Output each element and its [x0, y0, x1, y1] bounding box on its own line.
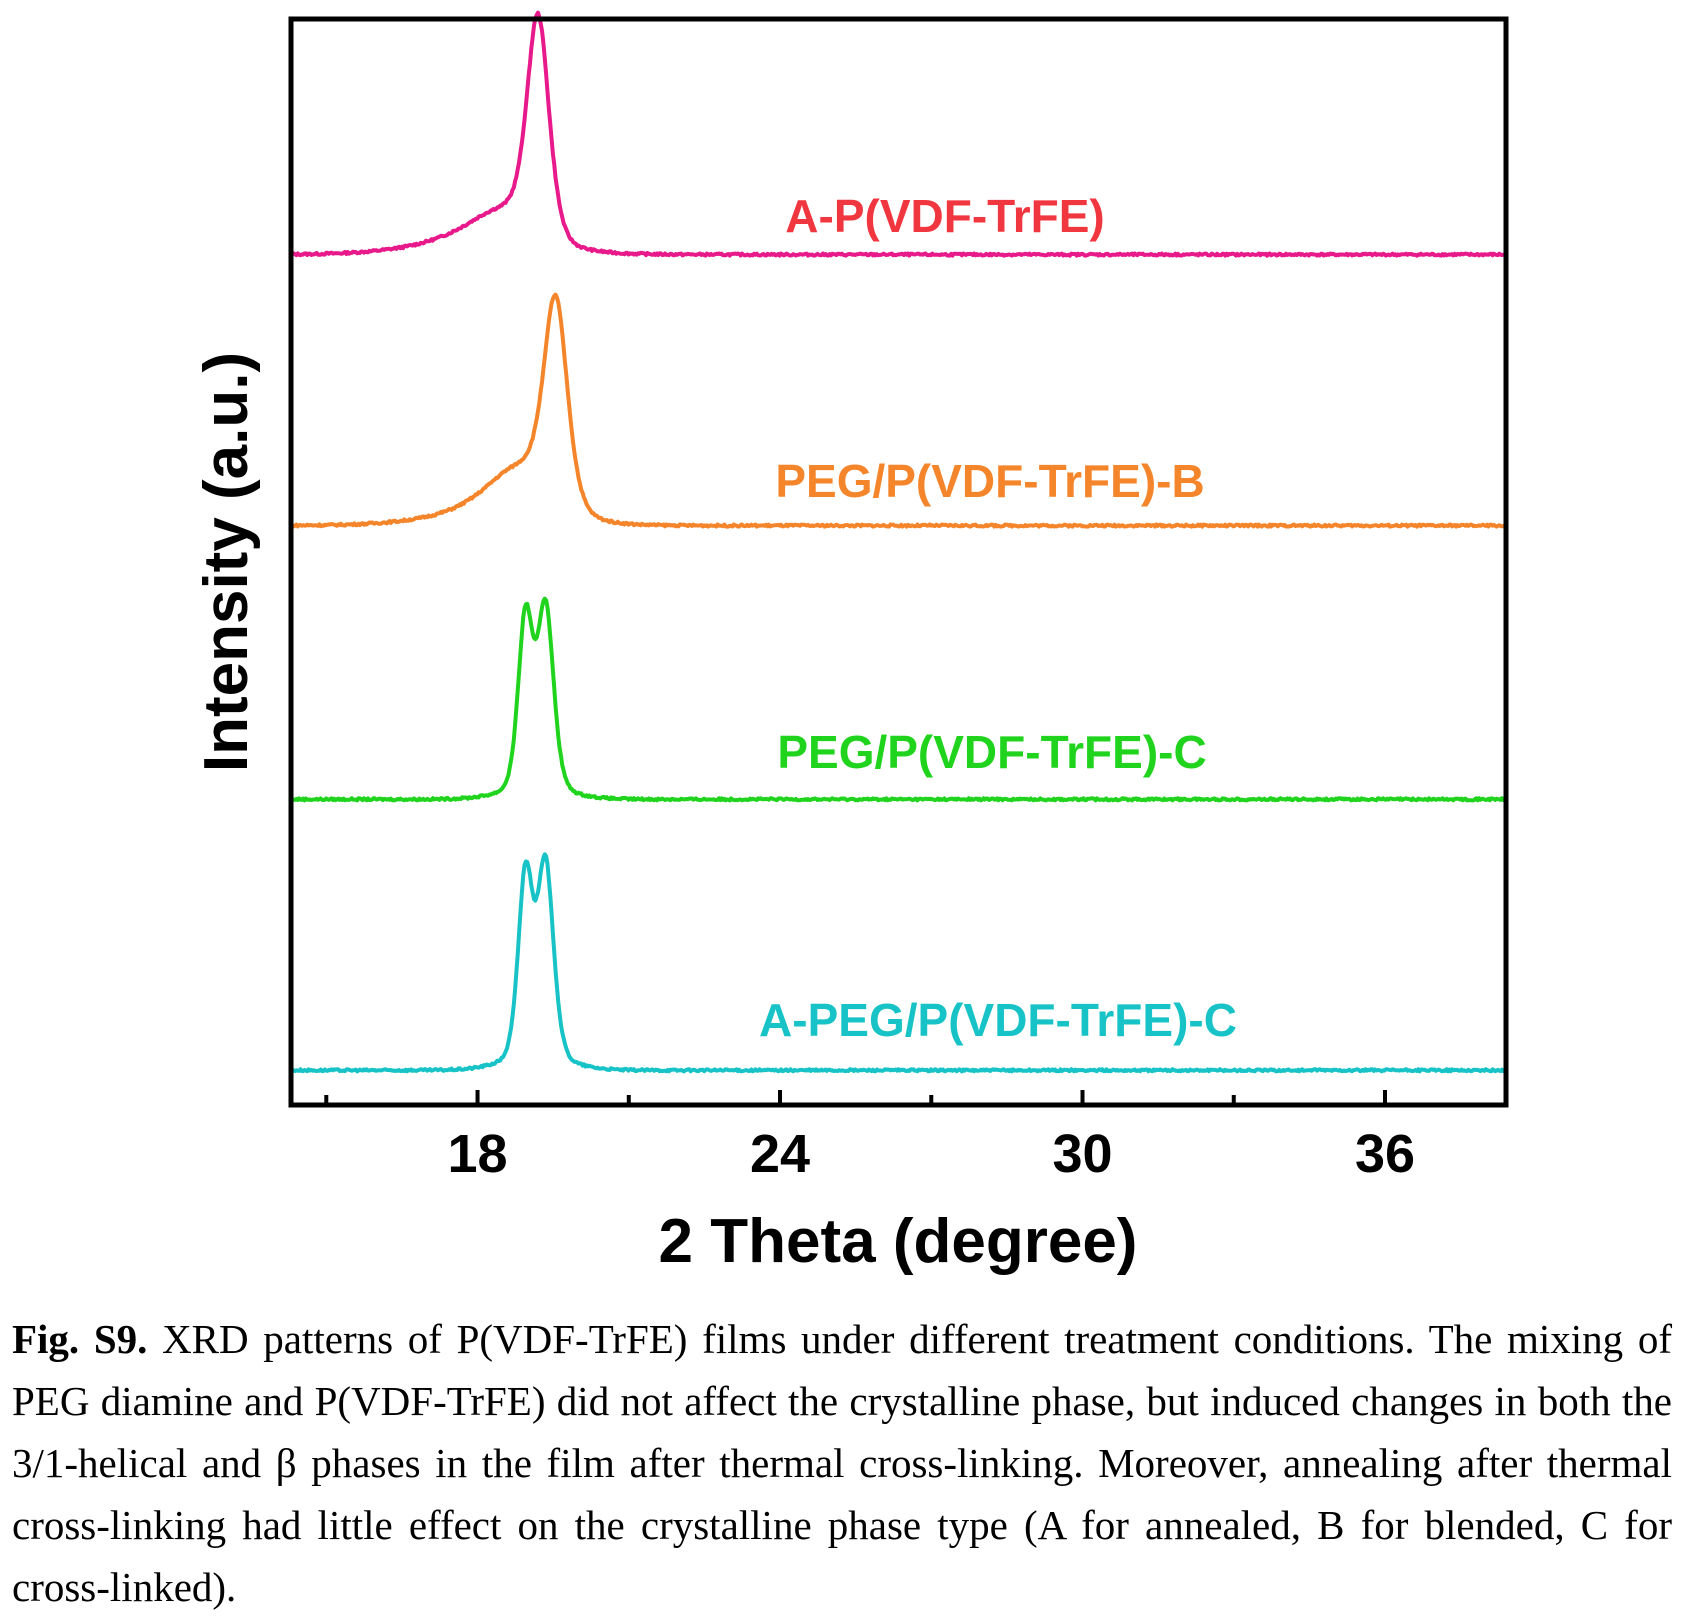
series-line-2 [290, 292, 1507, 529]
x-axis-title: 2 Theta (degree) [659, 1207, 1138, 1276]
x-tick-label-1: 18 [447, 1124, 507, 1184]
x-tick-label-2: 24 [750, 1124, 810, 1184]
series-label-4: A-PEG/P(VDF-TrFE)-C [759, 994, 1237, 1046]
series-line-1 [290, 10, 1507, 258]
figure-caption: Fig. S9. XRD patterns of P(VDF-TrFE) fil… [12, 1308, 1672, 1618]
plot-frame [288, 16, 1509, 1108]
xrd-chart: 18 24 30 36 A-P(VDF-TrFE) PEG/P(VDF-TrFE)-B P… [192, 10, 1509, 1276]
x-tick-label-3: 30 [1052, 1124, 1112, 1184]
series-label-2: PEG/P(VDF-TrFE)-B [775, 455, 1204, 507]
caption-label: Fig. S9. [12, 1316, 148, 1362]
y-axis-title: Intensity (a.u.) [192, 352, 261, 772]
x-axis-ticks: 18 24 30 36 [324, 1090, 1415, 1184]
series-layer [289, 10, 1507, 1074]
series-line-3 [290, 596, 1507, 803]
series-label-1: A-P(VDF-TrFE) [785, 190, 1104, 242]
series-labels: A-P(VDF-TrFE) PEG/P(VDF-TrFE)-B PEG/P(VDF-… [759, 190, 1237, 1046]
series-line-4 [289, 852, 1507, 1074]
series-label-3: PEG/P(VDF-TrFE)-C [777, 726, 1206, 778]
caption-text: XRD patterns of P(VDF-TrFE) films under … [12, 1316, 1672, 1610]
x-tick-label-4: 36 [1355, 1124, 1415, 1184]
